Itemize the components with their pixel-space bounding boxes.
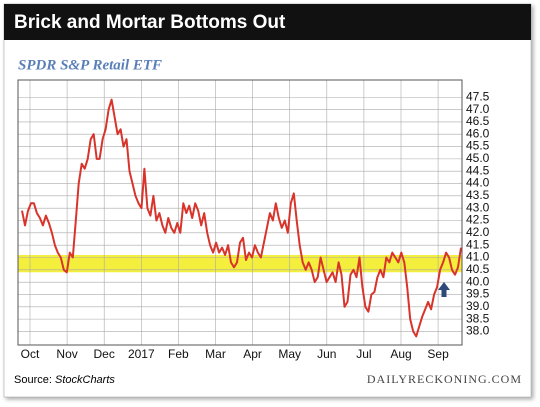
y-tick-label: 45.5 (466, 139, 490, 153)
x-tick-label: 2017 (128, 347, 155, 361)
y-tick-label: 42.0 (466, 225, 490, 239)
x-tick-label: Apr (243, 347, 262, 361)
price-line (21, 98, 462, 338)
y-tick-label: 38.0 (466, 324, 490, 338)
x-tick-label: Jul (356, 347, 371, 361)
y-tick-label: 44.0 (466, 176, 490, 190)
x-tick-label: Jun (317, 347, 336, 361)
x-tick-label: Aug (390, 347, 411, 361)
y-tick-label: 46.5 (466, 114, 490, 128)
y-tick-label: 43.5 (466, 188, 490, 202)
x-tick-label: May (278, 347, 301, 361)
x-tick-label: Nov (56, 347, 77, 361)
y-tick-label: 41.5 (466, 237, 490, 251)
source-name: StockCharts (55, 374, 115, 386)
y-tick-label: 47.0 (466, 102, 490, 116)
plot: 38.038.539.039.540.040.541.041.542.042.5… (18, 80, 490, 361)
y-tick-label: 47.5 (466, 89, 490, 103)
chart-title: Brick and Mortar Bottoms Out (14, 12, 286, 33)
highlight-band (18, 255, 462, 273)
x-tick-label: Mar (205, 347, 226, 361)
y-tick-label: 42.5 (466, 213, 490, 227)
y-tick-label: 44.5 (466, 163, 490, 177)
source: Source: StockCharts (14, 374, 115, 386)
arrow (438, 282, 450, 297)
y-tick-label: 40.5 (466, 262, 490, 276)
y-tick-label: 46.0 (466, 126, 490, 140)
y-tick-label: 43.0 (466, 200, 490, 214)
plot-frame (17, 79, 463, 346)
x-tick-label: Feb (168, 347, 189, 361)
header (4, 4, 531, 40)
source-label: Source: (14, 374, 52, 386)
y-tick-label: 45.0 (466, 151, 490, 165)
credit: DAILYRECKONING.COM (367, 372, 522, 386)
y-tick-label: 38.5 (466, 311, 490, 325)
y-tick-label: 40.0 (466, 274, 490, 288)
x-tick-label: Oct (21, 347, 40, 361)
subtitle: SPDR S&P Retail ETF (18, 57, 162, 73)
y-tick-label: 39.0 (466, 299, 490, 313)
y-tick-label: 41.0 (466, 250, 490, 264)
y-tick-label: 39.5 (466, 287, 490, 301)
x-tick-label: Sep (427, 347, 449, 361)
x-tick-label: Dec (94, 347, 115, 361)
